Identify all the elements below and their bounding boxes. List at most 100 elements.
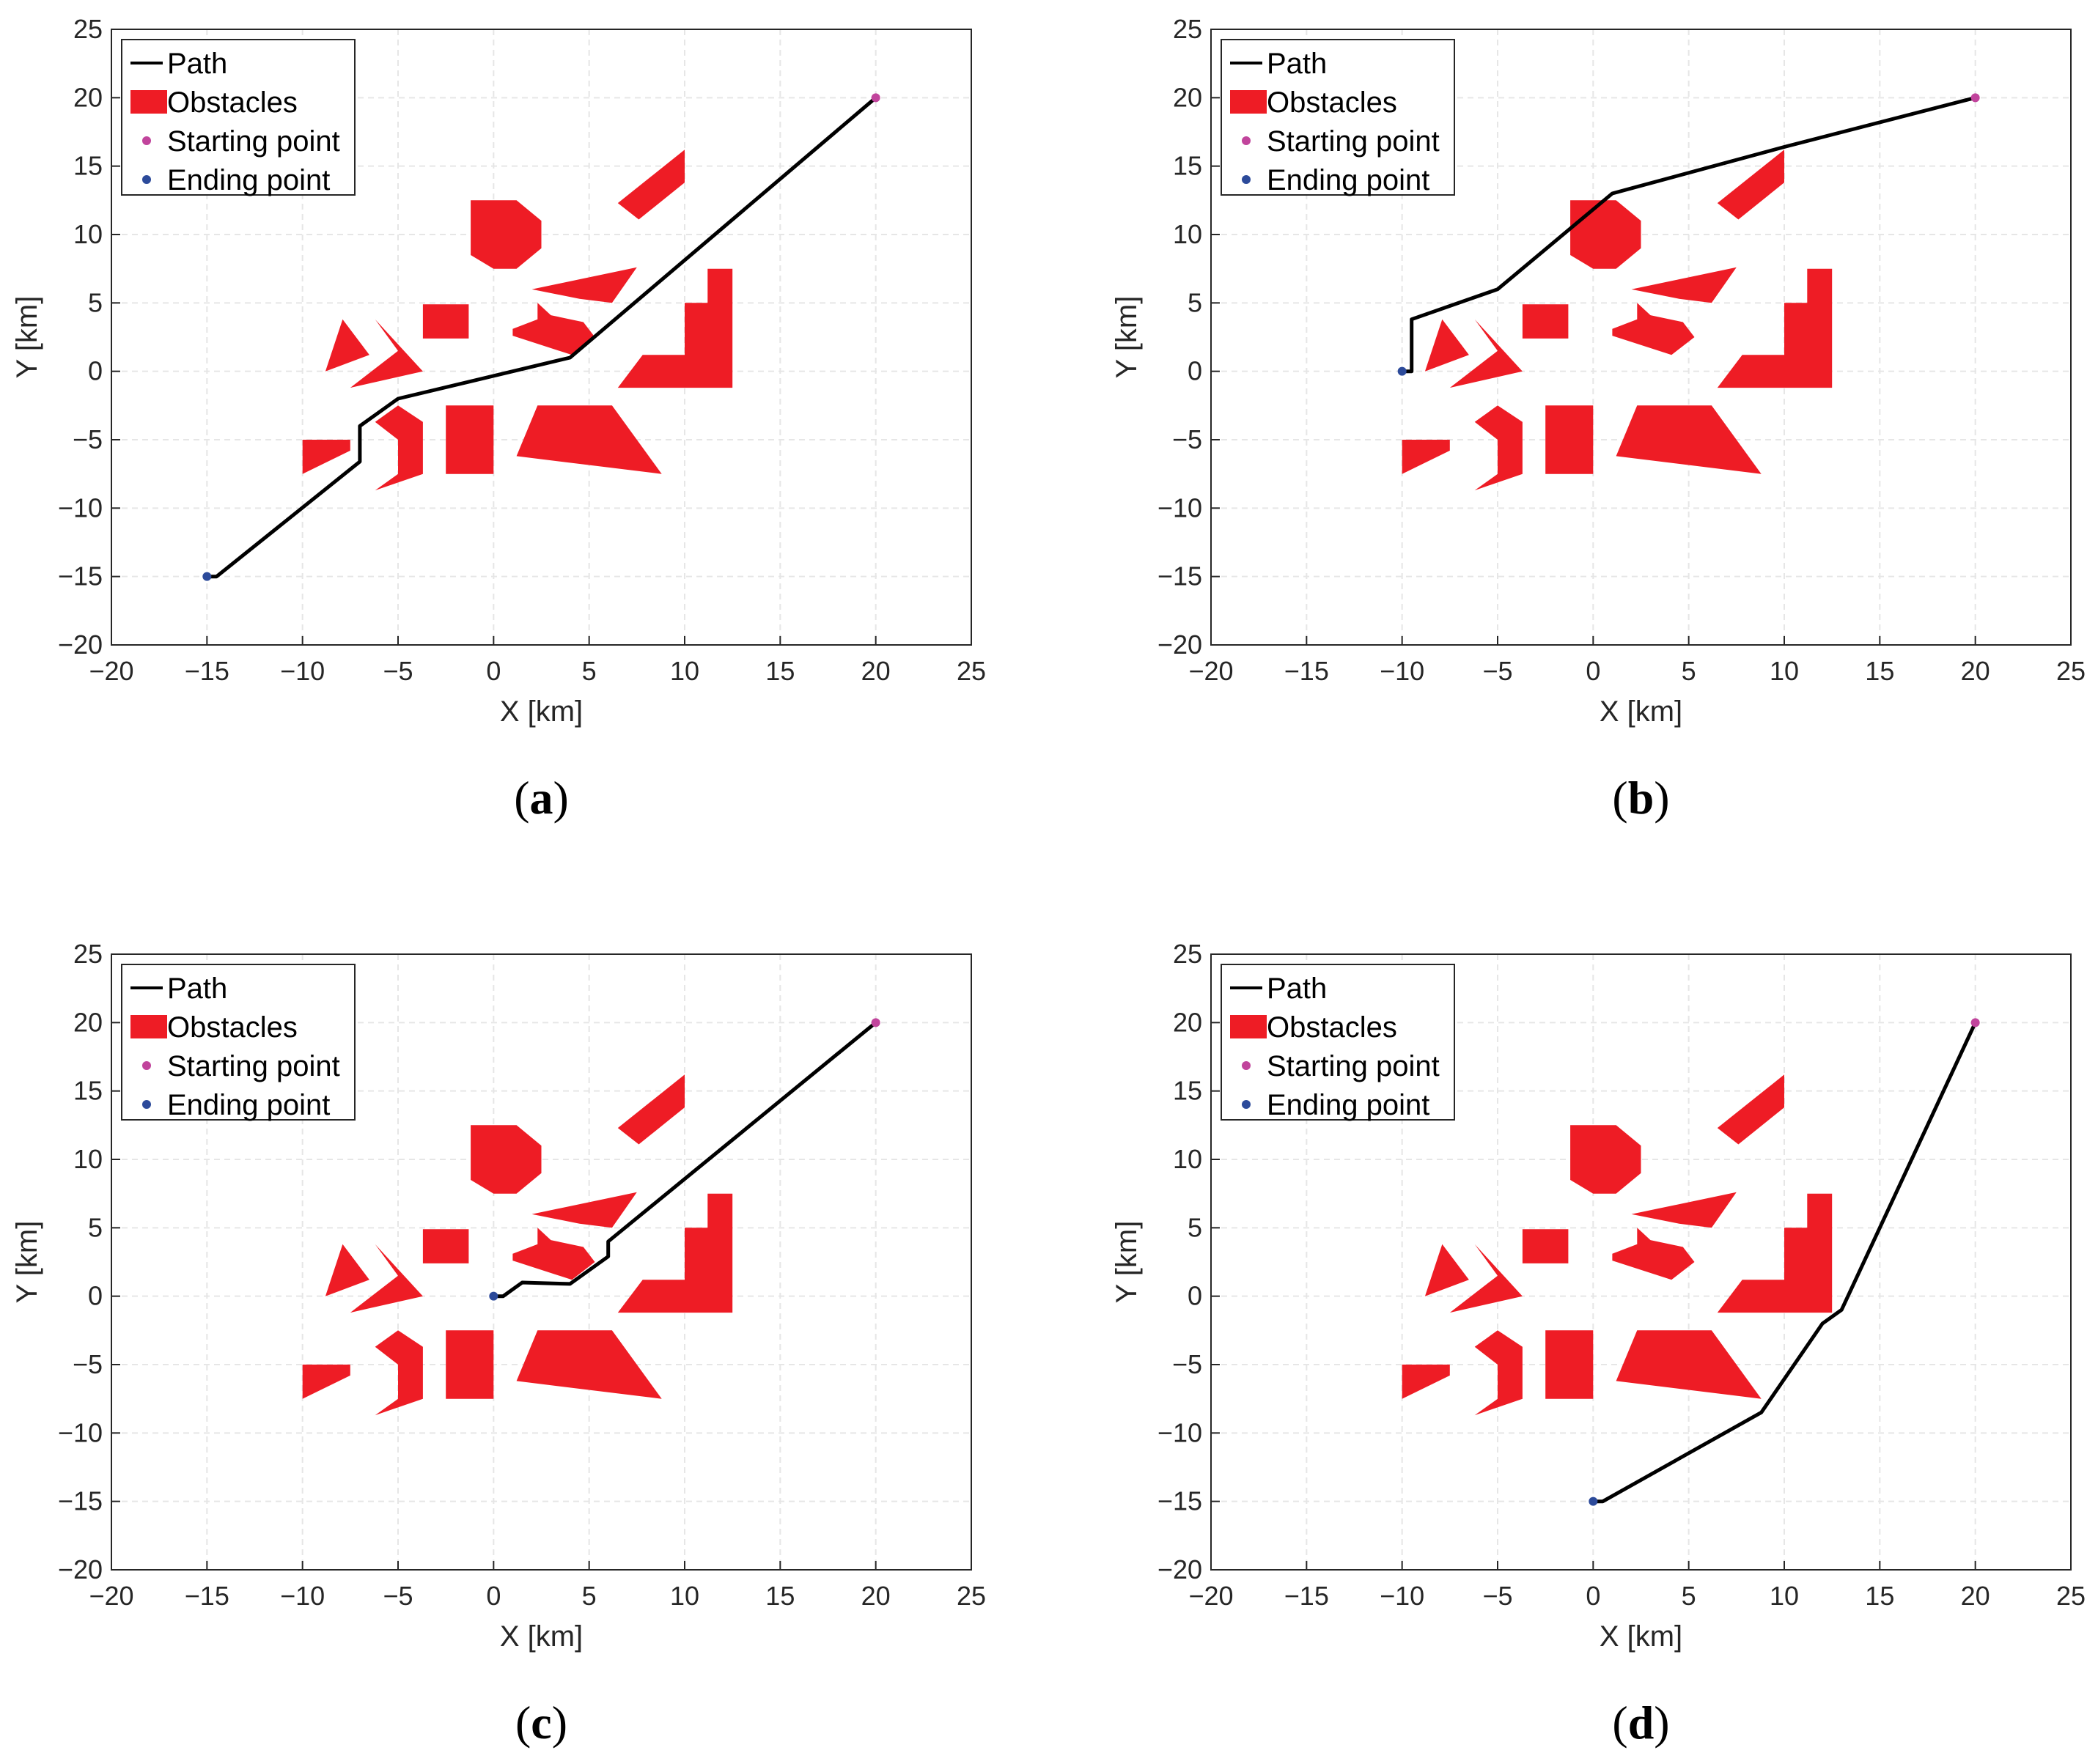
chart-1-legend-path-label: Path bbox=[167, 48, 227, 80]
chart-4-ending-point-marker bbox=[1589, 1497, 1598, 1506]
chart-3-ytick-label-6: 10 bbox=[73, 1144, 103, 1174]
chart-2-obstacle-10 bbox=[1474, 405, 1523, 491]
chart-1-ytick-label-0: −20 bbox=[58, 630, 103, 660]
chart-4-obstacle-10 bbox=[1474, 1330, 1523, 1416]
chart-3-starting-point-marker bbox=[871, 1018, 880, 1027]
chart-2-legend-obstacles-swatch bbox=[1230, 90, 1267, 114]
chart-3-obstacle-2 bbox=[617, 1074, 685, 1145]
chart-1-legend-ending-point-label: Ending point bbox=[167, 164, 330, 196]
chart-4-ytick-label-4: 0 bbox=[1188, 1281, 1202, 1311]
chart-2: −20 −15 −10 −5 0 5 10 15 20 25 −20 −15 −10 −5 0 5 10 15 20… bbox=[1111, 14, 2086, 824]
chart-3-obstacle-6 bbox=[325, 1244, 369, 1296]
chart-1-legend-box bbox=[121, 39, 356, 196]
chart-1-obstacle-1 bbox=[471, 200, 542, 269]
chart-1-obstacle-10 bbox=[375, 405, 423, 491]
chart-4-obstacle-2 bbox=[1717, 1074, 1784, 1145]
chart-2-obstacle-7 bbox=[1449, 319, 1523, 388]
chart-1-obstacle-3 bbox=[531, 267, 637, 303]
chart-2-xtick-label-5: 5 bbox=[1682, 656, 1696, 686]
chart-2-legend-end-swatch bbox=[1242, 175, 1251, 184]
chart-2-ytick-label-2: −10 bbox=[1157, 492, 1202, 523]
chart-4-ylabel: Y [km] bbox=[1111, 1221, 1143, 1304]
chart-1-legend-obstacles-label: Obstacles bbox=[167, 86, 298, 119]
chart-3-ytick-label-9: 25 bbox=[73, 939, 103, 969]
chart-3-obstacle-10 bbox=[375, 1330, 423, 1416]
chart-3-path-line bbox=[493, 1021, 877, 1299]
chart-3-obstacle-3 bbox=[531, 1192, 637, 1228]
chart-4-xtick-label-9: 25 bbox=[2056, 1581, 2086, 1611]
chart-1-xlabel: X [km] bbox=[500, 695, 583, 728]
chart-1-obstacle-8 bbox=[617, 268, 733, 388]
chart-1-xtick-label-1: −15 bbox=[185, 656, 229, 686]
chart-1-obstacle-7 bbox=[350, 319, 423, 388]
chart-1-xtick-label-6: 10 bbox=[670, 656, 699, 686]
chart-2-legend-starting-point-label: Starting point bbox=[1267, 125, 1440, 158]
chart-3-ytick-label-0: −20 bbox=[58, 1554, 103, 1584]
chart-4-obstacle-4 bbox=[1522, 1229, 1569, 1263]
chart-2-xtick-label-4: 0 bbox=[1586, 656, 1600, 686]
chart-3-legend-end-swatch bbox=[142, 1100, 151, 1109]
chart-4-ytick-label-9: 25 bbox=[1173, 939, 1202, 969]
chart-4-xtick-label-6: 10 bbox=[1770, 1581, 1799, 1611]
chart-2-xlabel: X [km] bbox=[1600, 695, 1682, 728]
chart-2-ytick-label-0: −20 bbox=[1157, 630, 1202, 660]
chart-1-xtick-label-2: −10 bbox=[280, 656, 325, 686]
chart-4-obstacle-7 bbox=[1449, 1244, 1523, 1313]
chart-4-obstacle-12 bbox=[1616, 1330, 1762, 1399]
chart-4-starting-point-marker bbox=[1970, 1018, 1980, 1027]
chart-1-xtick-label-8: 20 bbox=[861, 656, 891, 686]
chart-2-legend-box bbox=[1221, 39, 1455, 196]
chart-4-obstacle-3 bbox=[1631, 1192, 1737, 1228]
chart-4-legend-end-swatch bbox=[1242, 1100, 1251, 1109]
chart-1-path-line bbox=[207, 96, 877, 579]
chart-2-legend-ending-point-label: Ending point bbox=[1267, 164, 1429, 196]
chart-1-xtick-label-3: −5 bbox=[383, 656, 413, 686]
chart-1-caption: (a) bbox=[514, 772, 569, 824]
chart-1-obstacle-5 bbox=[512, 303, 595, 355]
chart-4-obstacle-8 bbox=[1717, 1193, 1833, 1313]
chart-4-path-line bbox=[1593, 1022, 1977, 1504]
chart-2-xtick-label-6: 10 bbox=[1770, 656, 1799, 686]
chart-1-legend-end-swatch bbox=[142, 175, 151, 184]
chart-4-ytick-label-8: 20 bbox=[1173, 1007, 1202, 1037]
chart-3-xtick-label-7: 15 bbox=[765, 1581, 795, 1611]
chart-1-obstacle-4 bbox=[422, 304, 469, 339]
chart-2-path-line bbox=[1402, 95, 1976, 374]
chart-1-ytick-label-6: 10 bbox=[73, 219, 103, 249]
chart-2-xtick-label-2: −10 bbox=[1380, 656, 1424, 686]
chart-2-xtick-label-3: −5 bbox=[1482, 656, 1512, 686]
chart-2-obstacle-4 bbox=[1522, 304, 1569, 339]
chart-2-ytick-label-7: 15 bbox=[1173, 151, 1202, 181]
chart-4-xtick-label-8: 20 bbox=[1961, 1581, 1990, 1611]
chart-1-xtick-label-7: 15 bbox=[765, 656, 795, 686]
chart-4-obstacle-1 bbox=[1570, 1125, 1641, 1194]
chart-3-xtick-label-2: −10 bbox=[280, 1581, 325, 1611]
chart-3-xtick-label-1: −15 bbox=[185, 1581, 229, 1611]
chart-3-obstacle-7 bbox=[350, 1244, 423, 1313]
chart-4-ytick-label-1: −15 bbox=[1157, 1486, 1202, 1516]
chart-4-ytick-label-2: −10 bbox=[1157, 1417, 1202, 1447]
chart-3-obstacle-12 bbox=[516, 1330, 662, 1399]
chart-1-legend-start-swatch bbox=[142, 136, 151, 145]
chart-3-ytick-label-3: −5 bbox=[73, 1349, 103, 1379]
chart-4-ytick-label-6: 10 bbox=[1173, 1144, 1202, 1174]
chart-3-obstacle-11 bbox=[446, 1330, 494, 1399]
chart-2-starting-point-marker bbox=[1970, 93, 1980, 103]
chart-1-ylabel: Y [km] bbox=[11, 296, 43, 379]
chart-3-legend-start-swatch bbox=[142, 1061, 151, 1070]
chart-3-legend: Path Obstacles Starting point Ending point bbox=[121, 964, 356, 1121]
chart-2-ytick-label-1: −15 bbox=[1157, 561, 1202, 591]
chart-1-ytick-label-2: −10 bbox=[58, 492, 103, 523]
chart-2-legend-start-swatch bbox=[1242, 136, 1251, 145]
chart-1-obstacle-12 bbox=[516, 405, 662, 474]
chart-1-ytick-label-9: 25 bbox=[73, 14, 103, 44]
chart-2-ytick-label-9: 25 bbox=[1173, 14, 1202, 44]
chart-3-legend-obstacles-label: Obstacles bbox=[167, 1011, 298, 1044]
chart-3: −20 −15 −10 −5 0 5 10 15 20 25 −20 −15 −10 −5 0 5 10 15 20… bbox=[11, 939, 986, 1749]
chart-3-ytick-label-4: 0 bbox=[88, 1281, 103, 1311]
chart-2-ytick-label-6: 10 bbox=[1173, 219, 1202, 249]
chart-2-ytick-label-3: −5 bbox=[1172, 424, 1202, 454]
chart-3-ytick-label-1: −15 bbox=[58, 1486, 103, 1516]
chart-1-xtick-label-4: 0 bbox=[486, 656, 501, 686]
chart-1-legend-starting-point-label: Starting point bbox=[167, 125, 340, 158]
